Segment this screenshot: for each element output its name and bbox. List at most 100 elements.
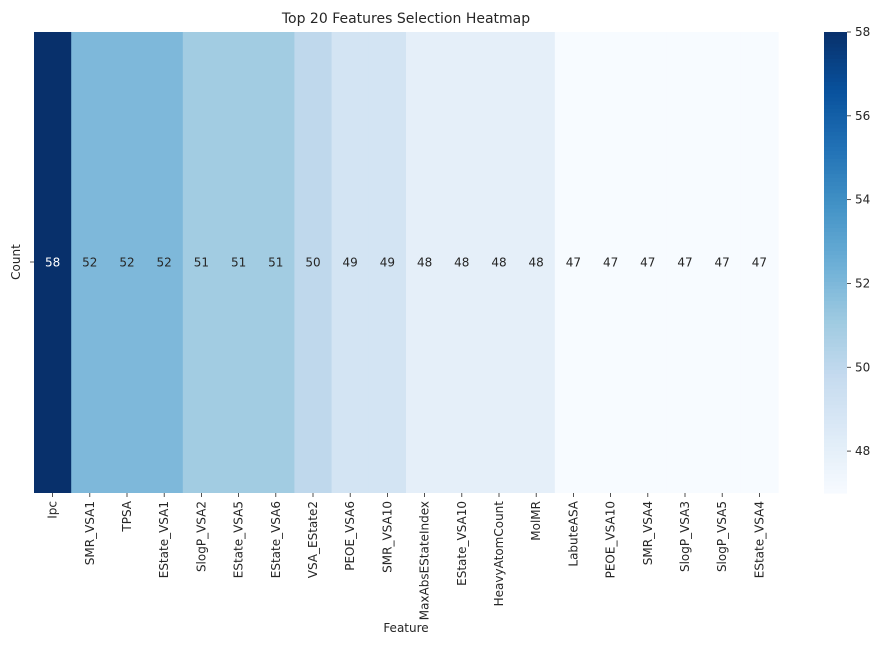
- colorbar-segment: [824, 308, 847, 314]
- colorbar-tick-label: 52: [855, 276, 870, 290]
- cell-value-label: 48: [417, 256, 432, 270]
- colorbar-segment: [824, 277, 847, 283]
- colorbar-segment: [824, 458, 847, 463]
- x-tick-label: EState_VSA4: [752, 501, 766, 578]
- heatmap-cell: [368, 32, 407, 493]
- colorbar-segment: [824, 469, 847, 475]
- colorbar-segment: [824, 335, 847, 340]
- colorbar-segment: [824, 312, 847, 317]
- x-tick-label: VSA_EState2: [306, 501, 320, 578]
- colorbar-segment: [824, 274, 847, 279]
- colorbar-segment: [824, 300, 847, 306]
- colorbar-segment: [824, 404, 847, 410]
- heatmap-cell: [182, 32, 221, 493]
- colorbar-segment: [824, 216, 847, 221]
- colorbar-segment: [824, 266, 847, 271]
- colorbar-segment: [824, 193, 847, 198]
- cell-value-label: 52: [82, 256, 97, 270]
- x-tick-label: SlogP_VSA2: [194, 501, 208, 572]
- colorbar-segment: [824, 170, 847, 175]
- colorbar-segment: [824, 220, 847, 225]
- colorbar-segment: [824, 227, 847, 233]
- colorbar-segment: [824, 162, 847, 168]
- colorbar-segment: [824, 435, 847, 440]
- heatmap-cell: [480, 32, 519, 493]
- cell-value-label: 47: [603, 256, 618, 270]
- heatmap-cell: [592, 32, 630, 493]
- x-tick-label: TPSA: [120, 500, 134, 532]
- colorbar-segment: [824, 450, 847, 456]
- x-tick-label: SlogP_VSA5: [715, 501, 729, 572]
- colorbar-segment: [824, 293, 847, 298]
- colorbar-segment: [824, 396, 847, 402]
- colorbar-segment: [824, 139, 847, 145]
- cell-value-label: 48: [529, 256, 544, 270]
- colorbar-segment: [824, 431, 847, 436]
- colorbar-segment: [824, 85, 847, 91]
- colorbar-segment: [824, 350, 847, 356]
- heatmap-cell: [740, 32, 779, 493]
- cell-value-label: 47: [640, 256, 655, 270]
- heatmap-cell: [666, 32, 705, 493]
- heatmap-cell: [331, 32, 370, 493]
- colorbar-segment: [824, 243, 847, 248]
- colorbar-segment: [824, 197, 847, 202]
- colorbar-segment: [824, 377, 847, 383]
- y-axis: Count: [9, 244, 34, 280]
- heatmap-cell: [629, 32, 667, 493]
- colorbar-segment: [824, 58, 847, 64]
- cell-value-label: 49: [343, 256, 358, 270]
- colorbar-segment: [824, 466, 847, 471]
- colorbar-segment: [824, 108, 847, 114]
- colorbar-segment: [824, 189, 847, 194]
- colorbar-segment: [824, 247, 847, 252]
- colorbar-segment: [824, 124, 847, 129]
- colorbar-segment: [824, 423, 847, 429]
- colorbar-segment: [824, 97, 847, 102]
- colorbar-segment: [824, 373, 847, 379]
- colorbar-segment: [824, 120, 847, 125]
- heatmap-cell: [257, 32, 295, 493]
- colorbar-tick-label: 56: [855, 109, 870, 123]
- colorbar-segment: [824, 485, 847, 490]
- colorbar-segment: [824, 416, 847, 421]
- colorbar-segment: [824, 174, 847, 179]
- colorbar-segment: [824, 281, 847, 287]
- colorbar-tick-label: 54: [855, 193, 870, 207]
- colorbar: 48 50 52 54 56 58: [824, 25, 870, 494]
- x-tick-label: MolMR: [529, 501, 543, 541]
- colorbar-segment: [824, 443, 847, 448]
- colorbar-segment: [824, 51, 847, 56]
- heatmap-cell: [145, 32, 184, 493]
- colorbar-segment: [824, 454, 847, 460]
- colorbar-tick-label: 50: [855, 360, 870, 374]
- colorbar-segment: [824, 354, 847, 360]
- x-tick-label: Ipc: [46, 501, 60, 519]
- x-tick-label: HeavyAtomCount: [492, 501, 506, 607]
- colorbar-segment: [824, 235, 847, 241]
- colorbar-segment: [824, 147, 847, 152]
- x-axis-label: Feature: [383, 621, 428, 635]
- colorbar-segment: [824, 254, 847, 260]
- cell-value-label: 51: [231, 256, 246, 270]
- colorbar-segment: [824, 231, 847, 237]
- x-axis-ticks: Ipc SMR_VSA1 TPSA EState_VSA1 SlogP_VSA2 ESta…: [46, 493, 766, 620]
- y-axis-label: Count: [9, 244, 23, 280]
- colorbar-segment: [824, 101, 847, 106]
- x-tick-label: SlogP_VSA3: [678, 501, 692, 572]
- x-tick-label: EState_VSA10: [455, 501, 469, 586]
- cell-value-label: 47: [566, 256, 581, 270]
- colorbar-segment: [824, 128, 847, 133]
- colorbar-segment: [824, 43, 847, 48]
- colorbar-segment: [824, 427, 847, 433]
- colorbar-segment: [824, 39, 847, 45]
- colorbar-segment: [824, 81, 847, 87]
- cell-value-label: 47: [752, 256, 767, 270]
- x-tick-label: SMR_VSA1: [83, 501, 97, 565]
- colorbar-segment: [824, 93, 847, 98]
- colorbar-segment: [824, 78, 847, 83]
- colorbar-segment: [824, 408, 847, 413]
- colorbar-segment: [824, 62, 847, 68]
- colorbar-segment: [824, 389, 847, 394]
- colorbar-segment: [824, 185, 847, 191]
